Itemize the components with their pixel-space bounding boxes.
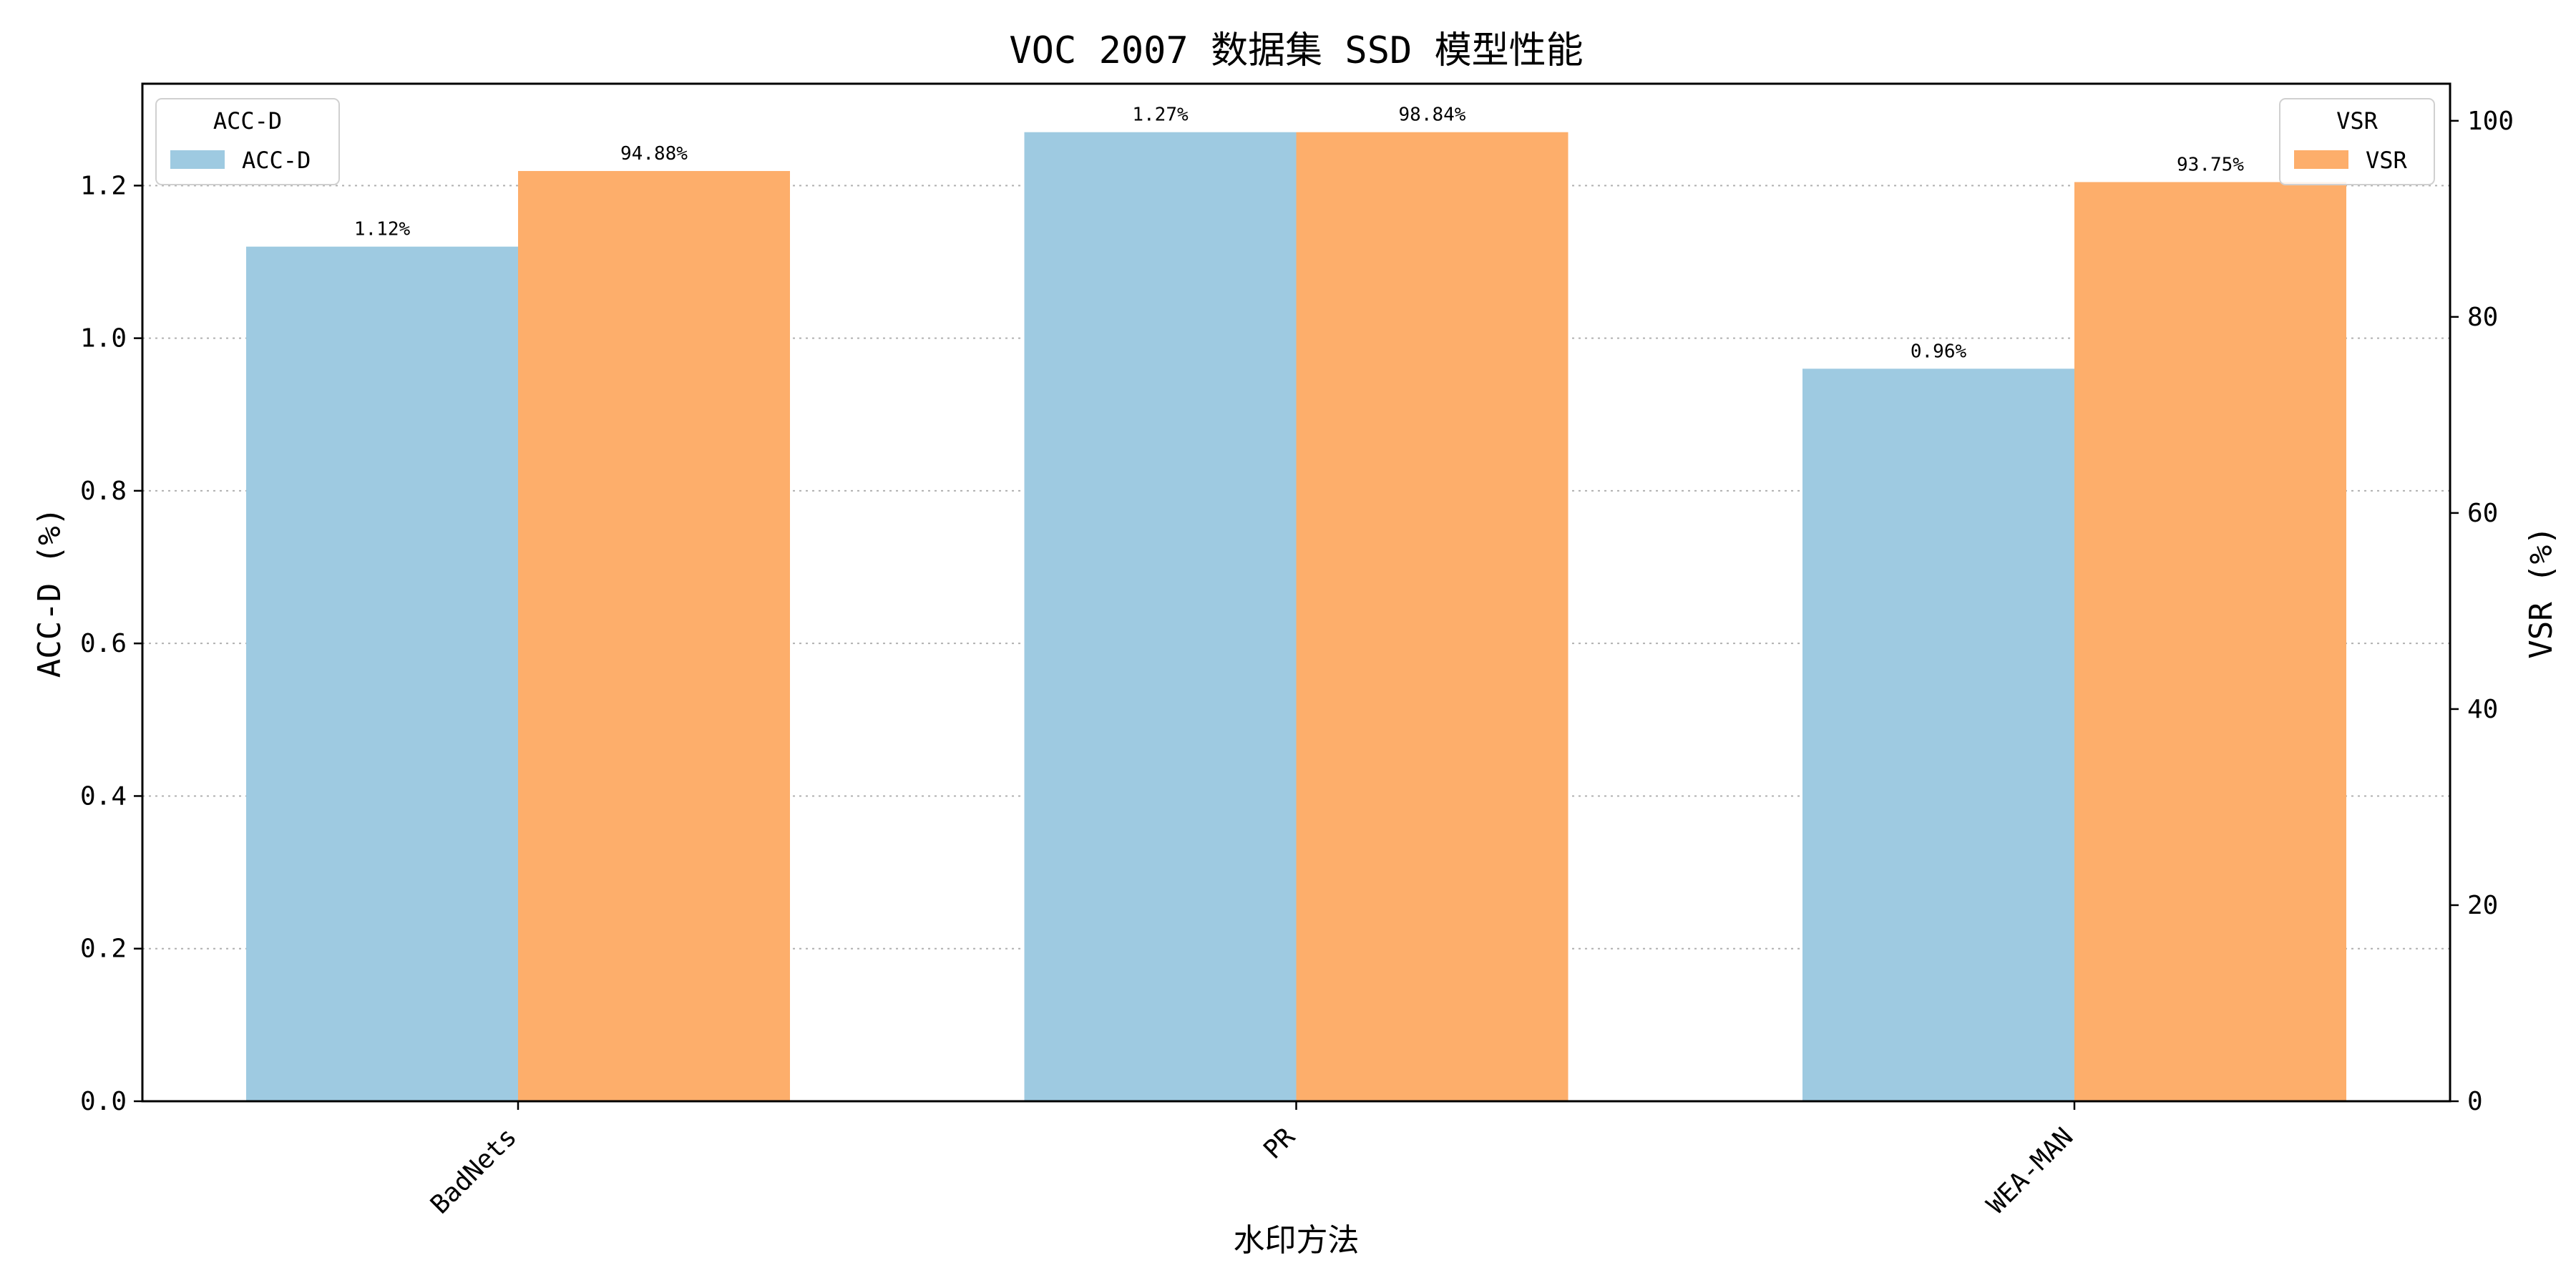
right-y-tick-label: 100	[2467, 107, 2514, 136]
left-y-tick-label: 0.4	[80, 781, 127, 811]
bar-value-label: 93.75%	[2177, 154, 2244, 175]
bar-acc-d-badnets	[246, 246, 518, 1101]
left-y-tick-label: 1.0	[80, 324, 127, 353]
bar-value-label: 0.96%	[1911, 341, 1967, 362]
bar-acc-d-pr	[1024, 132, 1297, 1102]
bar-value-label: 94.88%	[620, 143, 688, 165]
left-y-axis-label: ACC-D (%)	[31, 507, 68, 678]
legend-acc-d: ACC-D ACC-D	[155, 98, 340, 185]
right-y-axis: 0 20 40 60 80 100	[2450, 107, 2514, 1116]
bar-vsr-badnets	[518, 170, 790, 1102]
bar-acc-d-wea-man	[1802, 369, 2074, 1101]
right-y-axis-label: VSR (%)	[2523, 526, 2560, 658]
left-y-tick-label: 0.6	[80, 629, 127, 658]
legend-swatch	[2294, 150, 2348, 169]
bar-vsr-wea-man	[2074, 182, 2346, 1102]
bar-value-labels: 1.12% 94.88% 1.27% 98.84% 0.96% 93.75%	[354, 104, 2244, 363]
right-y-tick-label: 60	[2467, 499, 2498, 528]
left-y-tick-label: 0.8	[80, 477, 127, 506]
legend-title: ACC-D	[213, 107, 282, 135]
chart-title: VOC 2007 数据集 SSD 模型性能	[1009, 29, 1583, 72]
bar-value-label: 1.12%	[354, 219, 411, 240]
legend-entry-label: VSR	[2366, 147, 2408, 174]
left-y-axis: 0.0 0.2 0.4 0.6 0.8 1.0 1.2	[80, 171, 142, 1116]
left-y-tick-label: 0.0	[80, 1087, 127, 1116]
bar-vsr-pr	[1296, 132, 1568, 1102]
left-y-tick-label: 0.2	[80, 935, 127, 964]
right-y-tick-label: 80	[2467, 303, 2498, 332]
bar-value-label: 98.84%	[1399, 104, 1466, 126]
legend-vsr: VSR VSR	[2279, 98, 2435, 185]
bar-value-label: 1.27%	[1132, 104, 1189, 126]
legend-swatch	[170, 150, 225, 169]
bars	[246, 132, 2346, 1102]
right-y-tick-label: 40	[2467, 695, 2498, 724]
right-y-tick-label: 0	[2467, 1087, 2483, 1116]
legend-entry-label: ACC-D	[242, 147, 311, 174]
left-y-tick-label: 1.2	[80, 171, 127, 200]
x-axis-label: 水印方法	[1234, 1222, 1360, 1259]
legend-title: VSR	[2336, 107, 2379, 135]
right-y-tick-label: 20	[2467, 891, 2498, 920]
